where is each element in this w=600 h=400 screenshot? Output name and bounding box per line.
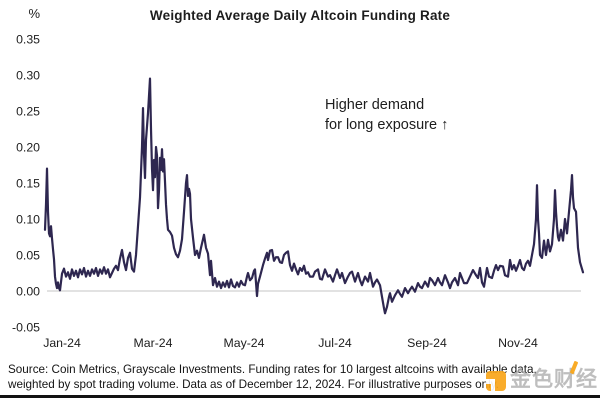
y-tick-label: 0.10 xyxy=(16,212,40,226)
watermark: 金色财经 xyxy=(486,359,598,393)
y-tick-label: 0.05 xyxy=(16,248,40,262)
y-axis-unit-label: % xyxy=(28,6,40,21)
bottom-border xyxy=(0,395,600,398)
y-tick-label: 0.20 xyxy=(16,140,40,154)
y-tick-label: 0.15 xyxy=(16,176,40,190)
source-note: Source: Coin Metrics, Grayscale Investme… xyxy=(8,362,596,393)
x-tick-label: Sep-24 xyxy=(407,336,447,350)
y-tick-label: 0.35 xyxy=(16,32,40,46)
funding-rate-line xyxy=(43,77,585,315)
x-tick-label: Jul-24 xyxy=(318,336,352,350)
y-tick-label: -0.05 xyxy=(12,320,40,334)
source-line-1: Source: Coin Metrics, Grayscale Investme… xyxy=(8,363,537,376)
x-tick-label: May-24 xyxy=(223,336,264,350)
watermark-text: 金色财经 xyxy=(510,368,598,391)
y-tick-label: 0.00 xyxy=(16,284,40,298)
source-line-2: weighted by spot trading volume. Data as… xyxy=(8,378,499,392)
annotation-line-2: for long exposure ↑ xyxy=(325,116,449,133)
chart-title: Weighted Average Daily Altcoin Funding R… xyxy=(149,8,451,23)
y-tick-label: 0.25 xyxy=(16,104,40,118)
annotation: Higher demand for long exposure ↑ xyxy=(325,96,448,135)
x-tick-label: Mar-24 xyxy=(134,336,173,350)
annotation-line-1: Higher demand xyxy=(325,97,425,113)
y-tick-label: 0.30 xyxy=(16,68,40,82)
x-tick-label: Jan-24 xyxy=(43,336,81,350)
x-tick-label: Nov-24 xyxy=(498,336,538,350)
jinse-finance-logo-icon xyxy=(486,371,506,391)
